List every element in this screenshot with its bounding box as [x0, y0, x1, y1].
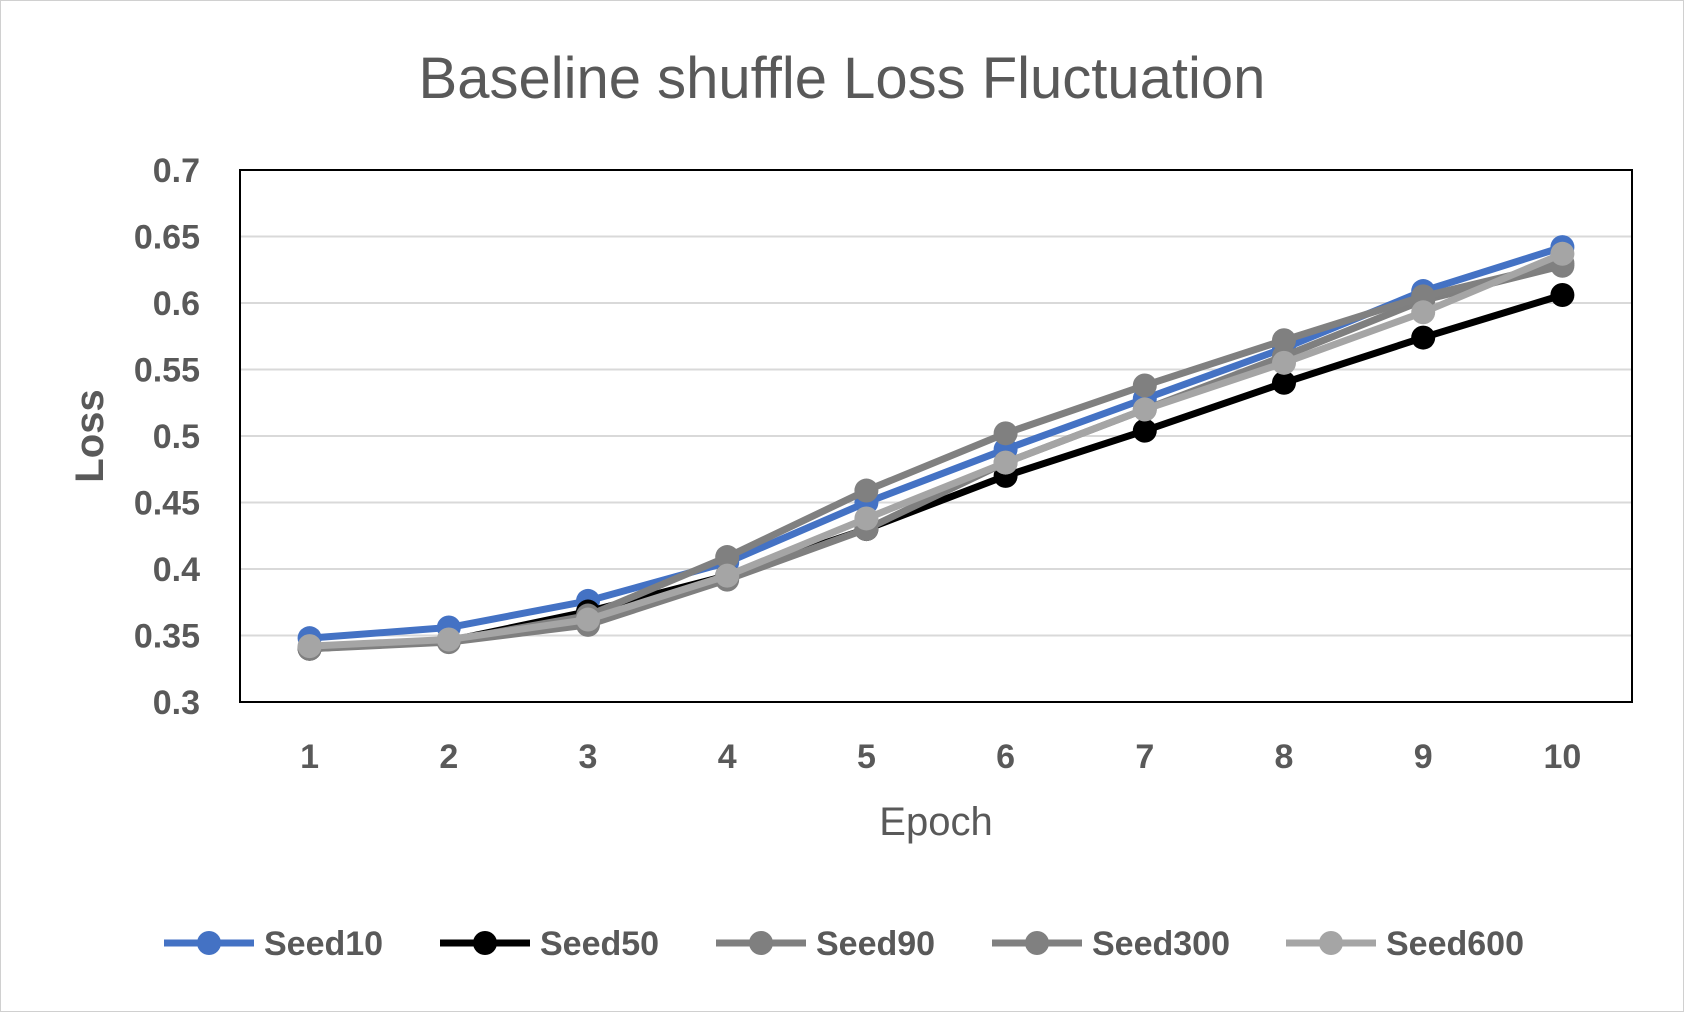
y-tick-label: 0.5	[153, 418, 200, 456]
y-tick-label: 0.3	[153, 684, 200, 722]
data-point	[297, 634, 322, 659]
legend-item: Seed300	[992, 925, 1230, 963]
x-axis-ticks: 1 2 3 4 5 6 7 8 9 10	[300, 738, 1581, 776]
y-tick-label: 0.6	[153, 285, 200, 323]
x-tick-label: 8	[1275, 738, 1294, 776]
legend-marker	[749, 931, 773, 955]
data-point	[1550, 283, 1575, 308]
x-tick-label: 4	[718, 738, 737, 776]
data-point	[715, 545, 740, 570]
data-point	[1272, 350, 1296, 375]
data-point	[715, 563, 740, 588]
legend-label: Seed300	[1092, 925, 1230, 963]
legend-marker	[197, 931, 221, 955]
y-tick-label: 0.45	[134, 485, 200, 523]
data-point	[1132, 373, 1157, 398]
x-tick-label: 3	[579, 738, 598, 776]
legend-label: Seed90	[816, 925, 935, 963]
series-layer	[297, 235, 1575, 661]
data-point	[1272, 370, 1296, 395]
legend-label: Seed50	[540, 925, 659, 963]
data-point	[1550, 241, 1575, 266]
series-seed90	[297, 253, 1575, 661]
data-point	[1411, 300, 1436, 325]
y-tick-label: 0.65	[134, 219, 200, 257]
legend-marker	[1319, 931, 1343, 955]
data-point	[993, 450, 1018, 475]
data-point	[1132, 418, 1157, 443]
data-point	[854, 506, 879, 531]
x-tick-label: 5	[857, 738, 876, 776]
data-point	[1132, 397, 1157, 422]
y-tick-label: 0.4	[153, 551, 200, 589]
data-point	[1411, 325, 1436, 350]
series-line	[306, 250, 1566, 650]
x-tick-label: 10	[1543, 738, 1581, 776]
data-point	[993, 421, 1018, 446]
series-seed10	[297, 235, 1575, 651]
series-seed50	[297, 283, 1575, 661]
x-tick-label: 6	[996, 738, 1015, 776]
x-tick-label: 2	[439, 738, 458, 776]
data-point	[436, 627, 461, 652]
data-point	[854, 478, 879, 503]
series-line	[306, 262, 1566, 653]
x-axis-title: Epoch	[879, 800, 992, 844]
legend-label: Seed10	[264, 925, 383, 963]
y-tick-label: 0.7	[153, 152, 200, 190]
y-axis-ticks: 0.7 0.65 0.6 0.55 0.5 0.45 0.4 0.35 0.3	[134, 152, 200, 722]
legend: Seed10 Seed50 Seed90 Seed300 Seed600	[164, 925, 1524, 963]
series-line	[306, 243, 1566, 642]
legend-marker	[473, 931, 497, 955]
legend-item: Seed600	[1286, 925, 1524, 963]
series-seed600	[297, 241, 1575, 659]
y-tick-label: 0.55	[134, 352, 200, 390]
y-axis-title: Loss	[68, 389, 112, 482]
x-tick-label: 9	[1414, 738, 1433, 776]
legend-item: Seed50	[440, 925, 659, 963]
series-line	[306, 291, 1566, 653]
legend-item: Seed90	[716, 925, 935, 963]
data-point	[576, 607, 600, 632]
series-seed300	[297, 251, 1575, 660]
data-point	[1272, 328, 1296, 353]
legend-marker	[1025, 931, 1049, 955]
plot-area-border	[239, 169, 1633, 703]
legend-label: Seed600	[1386, 925, 1524, 963]
y-tick-label: 0.35	[134, 618, 200, 656]
chart-title: Baseline shuffle Loss Fluctuation	[419, 46, 1266, 111]
x-tick-label: 1	[300, 738, 319, 776]
legend-item: Seed10	[164, 925, 383, 963]
x-tick-label: 7	[1135, 738, 1154, 776]
